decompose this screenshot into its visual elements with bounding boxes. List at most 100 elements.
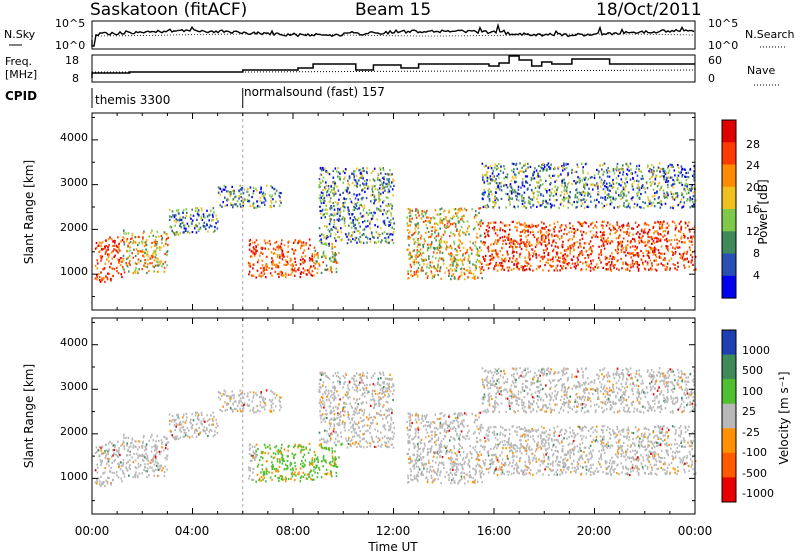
power-cell xyxy=(168,208,171,211)
power-cell xyxy=(562,257,565,260)
power-cell xyxy=(466,251,468,254)
velocity-cell xyxy=(256,465,259,468)
power-cell xyxy=(665,246,668,249)
power-ytick-4000: 4000 xyxy=(60,131,88,144)
velocity-cell xyxy=(256,404,258,408)
power-cell xyxy=(408,237,411,240)
power-cell xyxy=(666,266,668,269)
velocity-cell xyxy=(178,417,180,420)
power-cell xyxy=(551,265,553,268)
power-cell xyxy=(248,270,251,273)
power-cell xyxy=(688,240,691,243)
power-cell xyxy=(459,258,461,261)
power-cell xyxy=(380,172,382,175)
power-cell xyxy=(322,233,325,236)
velocity-cell xyxy=(143,459,145,462)
power-cell xyxy=(162,245,165,248)
power-cell xyxy=(603,181,605,184)
power-cell xyxy=(648,170,650,173)
power-cell xyxy=(474,214,477,217)
power-cell xyxy=(409,214,412,217)
power-cell xyxy=(516,222,518,225)
power-cell xyxy=(165,232,167,235)
power-cell xyxy=(474,244,476,247)
power-cell xyxy=(343,219,346,222)
power-cell xyxy=(663,264,666,267)
power-cell xyxy=(499,250,501,253)
power-cell xyxy=(386,216,389,219)
power-cell xyxy=(547,258,550,261)
power-cell xyxy=(488,226,490,229)
power-cell xyxy=(344,168,347,171)
power-cell xyxy=(578,221,581,224)
power-cell xyxy=(369,240,372,243)
velocity-cell xyxy=(248,474,251,477)
power-cell xyxy=(648,228,651,231)
power-cell xyxy=(323,255,325,258)
velocity-cell xyxy=(332,465,334,468)
freq-panel-frame xyxy=(91,54,696,83)
power-cell xyxy=(432,275,434,278)
power-cell xyxy=(157,258,159,261)
power-cell xyxy=(191,221,193,224)
power-cell xyxy=(513,168,515,171)
power-cell xyxy=(278,194,280,197)
power-cell xyxy=(676,194,679,197)
velocity-cell xyxy=(134,445,137,448)
power-cell xyxy=(689,199,691,202)
power-cell xyxy=(415,207,417,211)
velocity-cell xyxy=(142,441,144,444)
power-cell xyxy=(483,181,486,184)
power-cell xyxy=(379,179,382,183)
power-cell xyxy=(580,268,583,271)
power-cell xyxy=(652,201,655,204)
power-cell xyxy=(654,221,656,224)
power-cell xyxy=(322,176,325,179)
velocity-cell xyxy=(111,442,113,445)
power-cell xyxy=(429,243,431,246)
power-cell xyxy=(121,239,124,242)
power-cell xyxy=(382,201,384,204)
power-cell xyxy=(223,188,226,191)
power-cell xyxy=(536,240,538,243)
power-cell xyxy=(348,184,351,187)
power-cell xyxy=(677,174,680,177)
power-cell xyxy=(606,175,609,178)
power-cell xyxy=(438,257,441,260)
power-cell xyxy=(627,251,629,254)
power-cell xyxy=(285,276,287,279)
power-cell xyxy=(481,162,484,165)
power-cell xyxy=(533,170,535,173)
power-cell xyxy=(499,169,502,172)
power-cell xyxy=(260,186,262,189)
power-cell xyxy=(672,192,675,196)
power-cell xyxy=(650,183,653,186)
velocity-cell xyxy=(152,439,155,442)
power-cell xyxy=(527,166,529,169)
power-cell xyxy=(271,194,274,197)
power-cell xyxy=(544,188,547,191)
power-cell xyxy=(630,172,632,175)
power-cell xyxy=(541,167,543,170)
velocity-cell xyxy=(122,434,125,437)
velocity-cell xyxy=(206,414,208,417)
velocity-cell xyxy=(182,416,184,419)
power-cell xyxy=(527,201,530,205)
power-cell xyxy=(221,190,223,193)
power-cell xyxy=(636,246,638,249)
power-cell xyxy=(465,209,468,212)
power-cell xyxy=(598,201,600,204)
velocity-cell xyxy=(307,451,310,454)
velocity-cell xyxy=(100,461,103,464)
power-cell xyxy=(483,193,485,197)
power-cell xyxy=(584,184,587,187)
velocity-cell xyxy=(123,447,126,450)
velocity-cell xyxy=(145,448,148,451)
power-cell xyxy=(476,236,479,239)
power-cell xyxy=(627,204,630,207)
power-cell xyxy=(658,196,660,199)
power-cell xyxy=(467,276,469,279)
velocity-cell xyxy=(151,460,154,463)
power-cell xyxy=(656,240,659,243)
power-cell xyxy=(573,228,575,231)
